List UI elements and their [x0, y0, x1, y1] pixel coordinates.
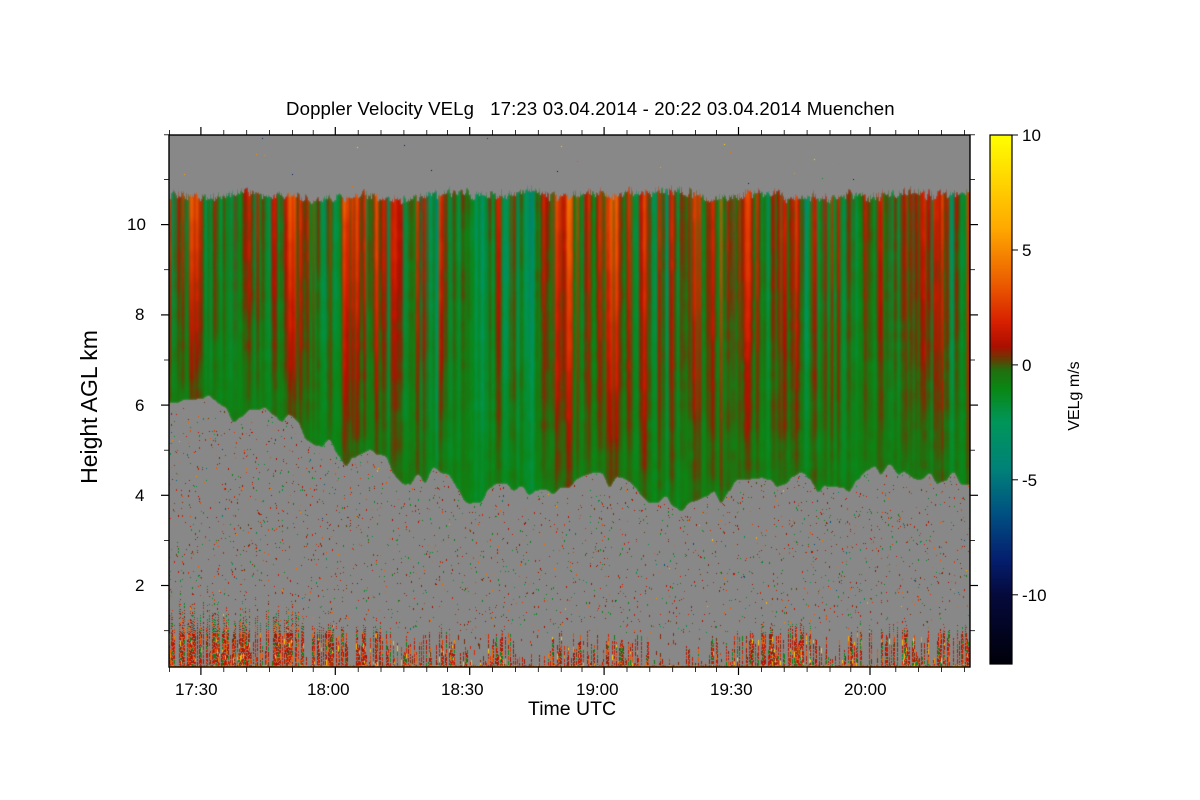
svg-text:Height AGL km: Height AGL km: [76, 330, 102, 484]
svg-text:VELg m/s: VELg m/s: [1066, 361, 1083, 430]
